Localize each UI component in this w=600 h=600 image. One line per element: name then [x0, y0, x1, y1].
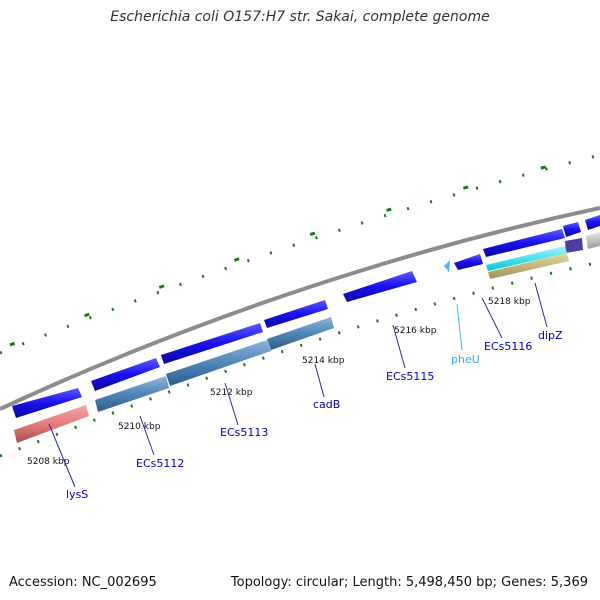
- gene-label-lysS: lysS: [66, 488, 88, 501]
- tick-label: 5218 kbp: [488, 297, 531, 307]
- label-leaders: [48, 282, 548, 488]
- tick-label: 5212 kbp: [210, 388, 253, 398]
- cds-next-2: [585, 215, 600, 230]
- hit-cyan: [486, 246, 567, 271]
- gene-label-ECs5115: ECs5115: [386, 370, 434, 383]
- gene-label-dipZ: dipZ: [538, 329, 563, 342]
- hit-steel-3: [267, 317, 334, 350]
- gene-label-ECs5113: ECs5113: [220, 426, 268, 439]
- tick-label: 5210 kbp: [118, 422, 161, 432]
- cds-ECs5112: [91, 358, 160, 391]
- accession-text: Accession: NC_002695: [9, 575, 157, 590]
- gene-labels: lysS ECs5112 ECs5113 cadB ECs5115 pheU E…: [66, 329, 563, 501]
- blast-hit-track: [14, 246, 569, 443]
- genome-backbone: [0, 206, 600, 411]
- gene-gray: [586, 232, 600, 249]
- cds-ECs5113: [161, 323, 263, 364]
- cds-dipZ: [483, 229, 565, 257]
- cds-lysS: [12, 388, 82, 418]
- tick-label: 5208 kbp: [27, 457, 70, 467]
- tick-labels: 5208 kbp 5210 kbp 5212 kbp 5214 kbp 5216…: [27, 297, 531, 467]
- tick-label: 5214 kbp: [302, 356, 345, 366]
- gene-label-ECs5116: ECs5116: [484, 340, 532, 353]
- hit-khaki: [488, 253, 569, 279]
- map-title: Escherichia coli O157:H7 str. Sakai, com…: [110, 9, 490, 25]
- trna-pheU: [444, 260, 450, 272]
- hit-steel-1: [95, 376, 169, 412]
- gene-label-pheU: pheU: [451, 353, 480, 366]
- hit-red: [14, 405, 89, 443]
- cds-ECs5115: [343, 271, 417, 302]
- gene-label-cadB: cadB: [313, 398, 340, 411]
- cds-cadB: [264, 300, 328, 328]
- cds-ECs5116: [454, 254, 483, 270]
- gene-label-ECs5112: ECs5112: [136, 457, 184, 470]
- cds-forward-track: [12, 215, 600, 418]
- cds-next-1: [563, 222, 581, 237]
- tick-label: 5216 kbp: [394, 326, 437, 336]
- genome-summary-text: Topology: circular; Length: 5,498,450 bp…: [230, 575, 588, 590]
- gene-purple: [565, 238, 583, 253]
- outer-dotted-track: [0, 153, 600, 355]
- hit-steel-2: [166, 340, 271, 386]
